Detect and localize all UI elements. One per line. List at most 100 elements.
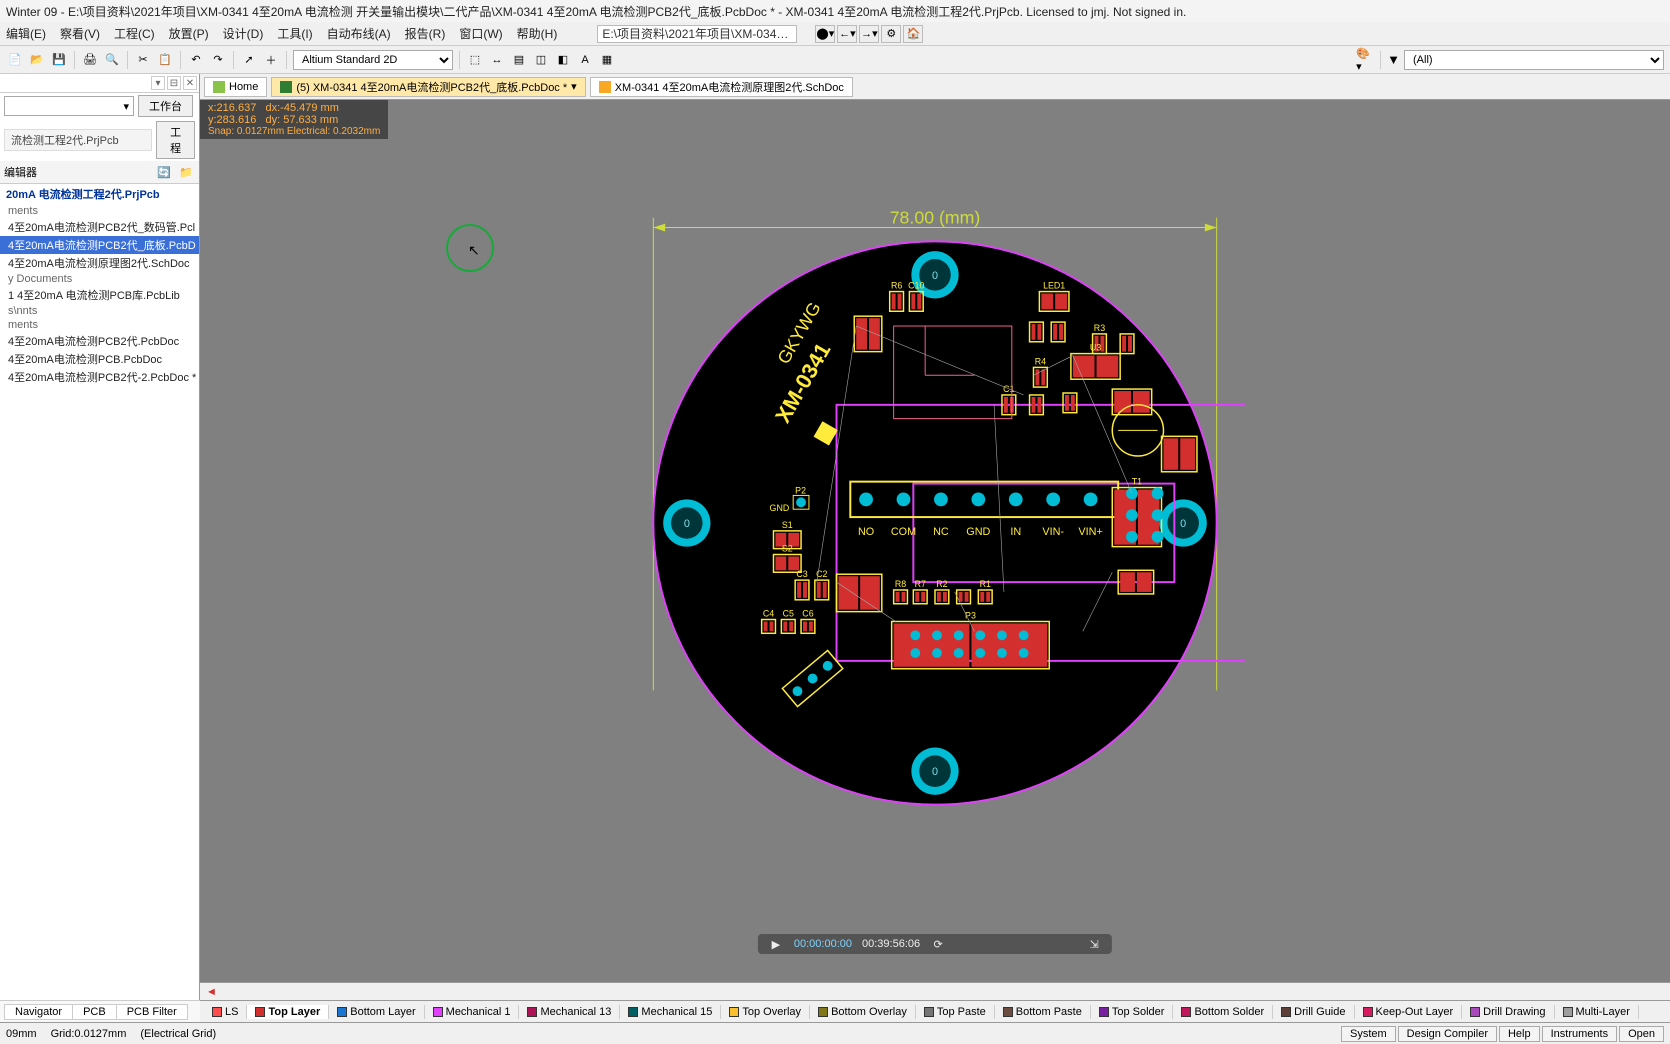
menu-item[interactable]: 自动布线(A)	[327, 25, 391, 42]
menu-item[interactable]: 察看(V)	[60, 25, 100, 42]
menu-item[interactable]: 报告(R)	[405, 25, 446, 42]
document-tab[interactable]: Home	[204, 77, 267, 97]
tree-item[interactable]: 4至20mA电流检测PCB2代-2.PcbDoc *	[0, 368, 199, 386]
menu-item[interactable]: 工具(I)	[277, 25, 312, 42]
layer-tab[interactable]: Bottom Overlay	[810, 1005, 916, 1019]
layer-tab[interactable]: Top Paste	[916, 1005, 995, 1019]
print-icon[interactable]: 🖨	[81, 51, 99, 69]
layer-tab[interactable]: Keep-Out Layer	[1355, 1005, 1463, 1019]
layer-tab[interactable]: Top Overlay	[721, 1005, 810, 1019]
copy-icon[interactable]: 📋	[156, 51, 174, 69]
svg-text:R4: R4	[1035, 357, 1046, 367]
tree-item[interactable]: 4至20mA电流检测PCB2代.PcbDoc	[0, 332, 199, 350]
nav-btn[interactable]: ←▾	[837, 25, 857, 43]
undo-icon[interactable]: ↶	[187, 51, 205, 69]
workspace-button[interactable]: 工作台	[138, 95, 193, 117]
open-icon[interactable]: 📂	[28, 51, 46, 69]
tool6-icon[interactable]: A	[576, 51, 594, 69]
layer-tab[interactable]: Multi-Layer	[1555, 1005, 1639, 1019]
status-button[interactable]: Help	[1499, 1026, 1540, 1042]
layer-tab[interactable]: Drill Drawing	[1462, 1005, 1554, 1019]
svg-text:0: 0	[1180, 518, 1186, 530]
refresh-icon[interactable]: 🔄	[155, 163, 173, 181]
pcb-canvas[interactable]: x:216.637 dx:-45.479 mm y:283.616 dy: 57…	[200, 100, 1670, 982]
menu-item[interactable]: 编辑(E)	[6, 25, 46, 42]
menu-item[interactable]: 窗口(W)	[459, 25, 502, 42]
arrow-icon[interactable]: ➚	[240, 51, 258, 69]
panel-pin-icon[interactable]: ⊟	[167, 76, 181, 90]
tool2-icon[interactable]: ↔	[488, 51, 506, 69]
project-tree[interactable]: 20mA 电流检测工程2代.PrjPcbments4至20mA电流检测PCB2代…	[0, 184, 199, 1000]
tool7-icon[interactable]: ▦	[598, 51, 616, 69]
layer-tab[interactable]: LS	[204, 1005, 247, 1019]
nav-btn[interactable]: 🏠	[903, 25, 923, 43]
document-tab[interactable]: XM-0341 4至20mA电流检测原理图2代.SchDoc	[590, 77, 853, 97]
filter-funnel-icon[interactable]: ▼	[1387, 52, 1400, 67]
status-button[interactable]: Design Compiler	[1398, 1026, 1497, 1042]
nav-tab[interactable]: Navigator	[4, 1004, 73, 1020]
status-button[interactable]: Instruments	[1542, 1026, 1617, 1042]
tree-item[interactable]: 1 4至20mA 电流检测PCB库.PcbLib	[0, 286, 199, 304]
palette-icon[interactable]: 🎨▾	[1356, 51, 1374, 69]
save-icon[interactable]: 💾	[50, 51, 68, 69]
tool4-icon[interactable]: ◫	[532, 51, 550, 69]
nav-btn[interactable]: ⚙	[881, 25, 901, 43]
path-box[interactable]: E:\项目资料\2021年项目\XM-034…	[597, 25, 797, 43]
play-icon[interactable]: ▶	[768, 936, 784, 952]
tool1-icon[interactable]: ⬚	[466, 51, 484, 69]
svg-text:R7: R7	[915, 579, 926, 589]
redo-icon[interactable]: ↷	[209, 51, 227, 69]
tree-item[interactable]: 4至20mA电流检测PCB.PcbDoc	[0, 350, 199, 368]
project-path-text: 流检测工程2代.PrjPcb	[4, 129, 152, 151]
tree-item[interactable]: 4至20mA电流检测原理图2代.SchDoc	[0, 254, 199, 272]
plus-icon[interactable]: ＋	[262, 51, 280, 69]
project-button[interactable]: 工程	[156, 121, 195, 159]
nav-btn[interactable]: →▾	[859, 25, 879, 43]
folder-icon[interactable]: 📁	[177, 163, 195, 181]
layer-tab[interactable]: Mechanical 1	[425, 1005, 520, 1019]
tree-item[interactable]: 4至20mA电流检测PCB2代_数码管.Pcl	[0, 218, 199, 236]
tree-item[interactable]: 4至20mA电流检测PCB2代_底板.PcbD	[0, 236, 199, 254]
cut-icon[interactable]: ✂	[134, 51, 152, 69]
layer-tab[interactable]: Mechanical 15	[620, 1005, 721, 1019]
loop-icon[interactable]: ⟳	[930, 936, 946, 952]
preview-icon[interactable]: 🔍	[103, 51, 121, 69]
menu-item[interactable]: 工程(C)	[114, 25, 155, 42]
layer-tab[interactable]: Bottom Solder	[1173, 1005, 1273, 1019]
new-icon[interactable]: 📄	[6, 51, 24, 69]
view-mode-select[interactable]: Altium Standard 2D	[293, 50, 453, 70]
status-button[interactable]: Open	[1619, 1026, 1664, 1042]
tool5-icon[interactable]: ◧	[554, 51, 572, 69]
collapse-icon[interactable]: ⇲	[1086, 936, 1102, 952]
panel-options-icon[interactable]: ▾	[151, 76, 165, 90]
nav-tab[interactable]: PCB	[72, 1004, 117, 1020]
layer-tab[interactable]: Bottom Paste	[995, 1005, 1091, 1019]
nav-btn[interactable]: ⬤▾	[815, 25, 835, 43]
layer-tab[interactable]: Top Layer	[247, 1005, 329, 1019]
status-grid-size: 09mm	[6, 1028, 37, 1040]
menu-item[interactable]: 放置(P)	[169, 25, 209, 42]
layer-tab[interactable]: Bottom Layer	[329, 1005, 424, 1019]
workspace-dropdown[interactable]: ▾	[4, 96, 134, 116]
svg-text:C6: C6	[802, 609, 813, 619]
svg-text:VIN+: VIN+	[1078, 526, 1102, 538]
tool3-icon[interactable]: ▤	[510, 51, 528, 69]
svg-text:GND: GND	[966, 526, 990, 538]
panel-close-icon[interactable]: ✕	[183, 76, 197, 90]
svg-text:GND: GND	[770, 504, 790, 514]
layer-tab[interactable]: Top Solder	[1091, 1005, 1174, 1019]
layer-tab[interactable]: Drill Guide	[1273, 1005, 1354, 1019]
svg-text:C3: C3	[796, 570, 807, 580]
svg-text:P2: P2	[795, 486, 806, 496]
layer-tabs: LSTop LayerBottom LayerMechanical 1Mecha…	[0, 1000, 1670, 1022]
filter-select[interactable]: (All)	[1404, 50, 1664, 70]
nav-tab[interactable]: PCB Filter	[116, 1004, 188, 1020]
menu-item[interactable]: 帮助(H)	[517, 25, 558, 42]
layer-tab[interactable]: Mechanical 13	[519, 1005, 620, 1019]
status-button[interactable]: System	[1341, 1026, 1396, 1042]
svg-text:S1: S1	[782, 520, 793, 530]
menu-item[interactable]: 设计(D)	[223, 25, 264, 42]
project-panel: ▾ ⊟ ✕ ▾ 工作台 流检测工程2代.PrjPcb 工程 编辑器 🔄 📁 20…	[0, 74, 200, 1000]
document-tab[interactable]: (5) XM-0341 4至20mA电流检测PCB2代_底板.PcbDoc *▾	[271, 77, 585, 97]
svg-text:IN: IN	[1010, 526, 1021, 538]
